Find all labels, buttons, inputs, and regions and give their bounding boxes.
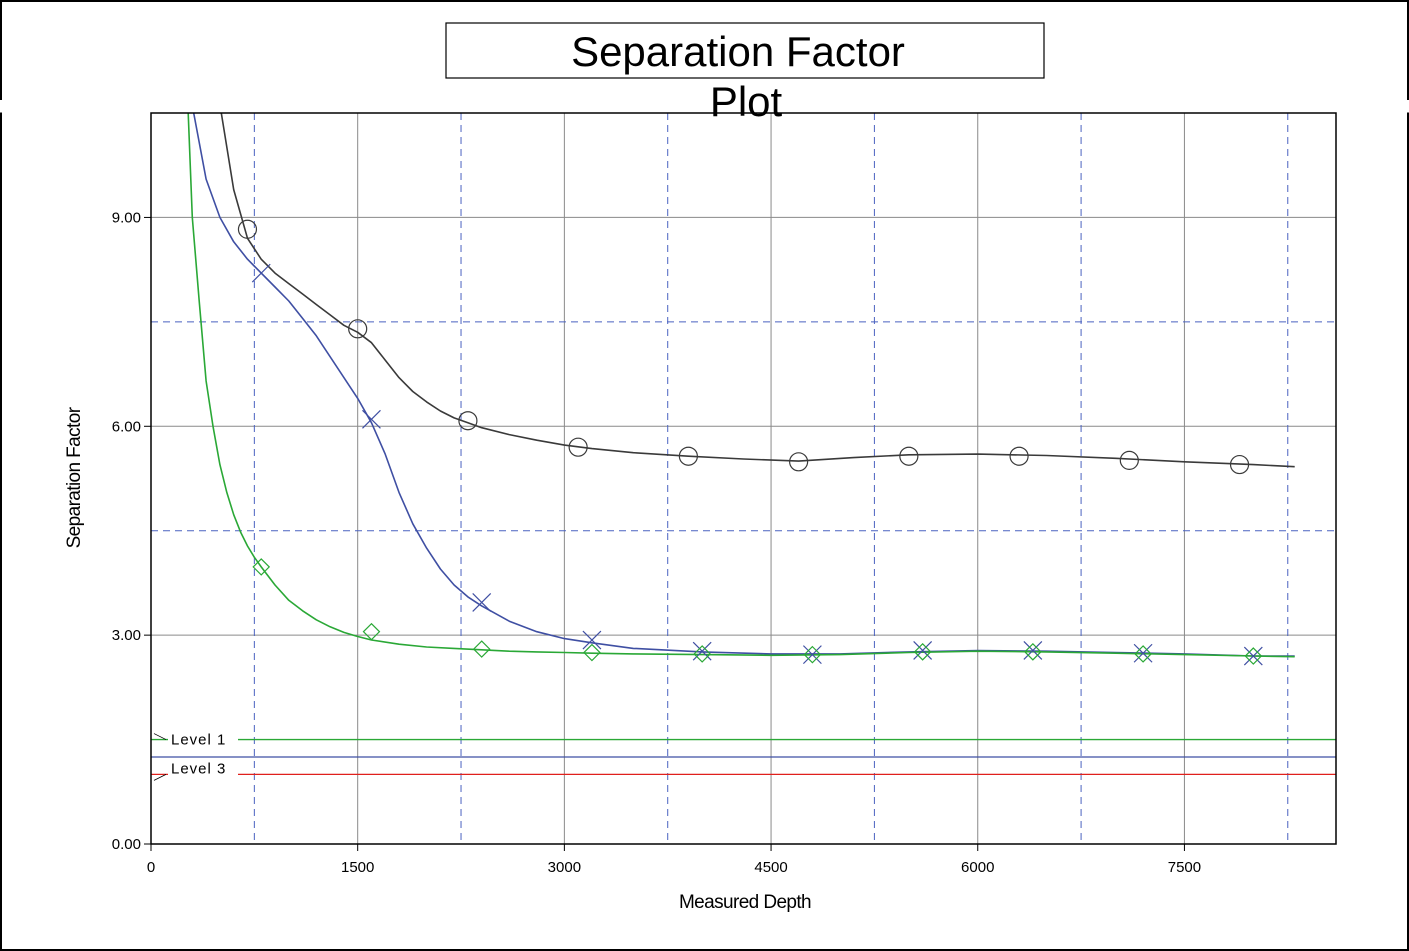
- x-marker-stroke: [362, 409, 381, 429]
- diamond-marker: [1134, 645, 1152, 663]
- x-marker: [1243, 646, 1263, 666]
- circle-marker: [458, 411, 478, 431]
- diamond-marker: [913, 643, 932, 661]
- x-marker: [472, 592, 492, 612]
- diamond-marker: [362, 622, 381, 641]
- x-marker-stroke: [582, 630, 602, 650]
- x-marker: [802, 645, 822, 665]
- diamond-marker: [1024, 643, 1042, 661]
- x-marker-stroke: [692, 641, 712, 661]
- x-marker-stroke: [472, 592, 492, 612]
- circle-marker: [1009, 446, 1029, 466]
- y-tick-label: 9.00: [112, 209, 141, 226]
- level-label: Level 1: [171, 732, 226, 749]
- x-marker-stroke: [802, 645, 822, 665]
- level-pointer: [153, 733, 167, 740]
- x-axis-title: Measured Depth: [679, 892, 811, 913]
- diamond-marker: [693, 645, 712, 663]
- level-label: Level 3: [171, 760, 226, 777]
- series-line: [220, 112, 1295, 468]
- circle-marker: [899, 446, 919, 466]
- circle-marker: [789, 452, 809, 472]
- x-tick-label: 6000: [961, 859, 994, 876]
- circle-marker: [678, 446, 698, 466]
- x-marker: [1023, 641, 1043, 660]
- x-marker: [251, 263, 271, 283]
- x-marker: [1133, 643, 1153, 663]
- diamond-marker: [803, 645, 822, 664]
- diamond-marker: [1244, 647, 1263, 665]
- x-tick-label: 0: [147, 859, 155, 876]
- series-markers: [237, 219, 1263, 666]
- plot-area: [151, 113, 1336, 844]
- y-tick-label: 3.00: [112, 627, 141, 644]
- x-tick-label: 4500: [754, 859, 787, 876]
- x-marker-stroke: [251, 263, 271, 283]
- diamond-marker: [252, 558, 271, 576]
- circle-marker: [568, 437, 588, 457]
- y-tick-label: 0.00: [112, 836, 141, 853]
- level-pointer: [153, 774, 167, 781]
- y-axis-title: Separation Factor: [64, 406, 85, 548]
- level-lines: Level 1 Level 3: [151, 732, 1336, 781]
- x-marker-stroke: [1243, 646, 1263, 666]
- x-marker-stroke: [1023, 641, 1043, 660]
- dashed-gridlines: [151, 113, 1336, 844]
- x-tick-label: 7500: [1168, 859, 1201, 876]
- y-tick-label: 6.00: [112, 418, 141, 435]
- x-tick-label: 1500: [341, 859, 374, 876]
- x-marker: [582, 630, 602, 650]
- plot-border: [150, 112, 1337, 845]
- y-axis-ticks: 0.00 3.00 6.00 9.00: [112, 209, 151, 853]
- diamond-marker: [472, 640, 491, 658]
- diamond-marker: [583, 643, 601, 662]
- x-marker-stroke: [1133, 643, 1153, 663]
- circle-marker: [237, 219, 258, 239]
- chart-title-line1: Separation Factor: [571, 28, 905, 75]
- solid-gridlines: [151, 113, 1336, 844]
- x-marker: [692, 641, 712, 661]
- circle-marker: [348, 319, 368, 339]
- x-marker-stroke: [913, 641, 933, 660]
- x-marker: [362, 409, 381, 429]
- circle-marker: [1119, 450, 1139, 470]
- circle-marker: [1229, 454, 1250, 475]
- chart-title-line2: Plot: [710, 78, 783, 125]
- x-axis-ticks: 0 1500 3000 4500 6000 7500: [147, 844, 1201, 876]
- title-box: [445, 22, 1045, 79]
- x-marker: [913, 641, 933, 660]
- x-tick-label: 3000: [548, 859, 581, 876]
